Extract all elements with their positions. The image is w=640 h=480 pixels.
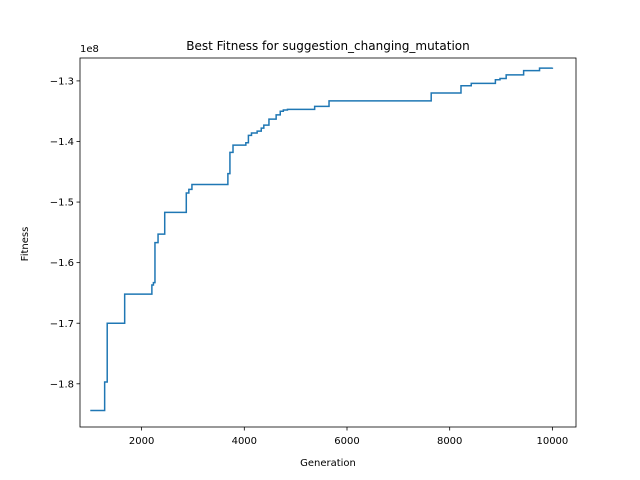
axes-frame	[79, 57, 577, 428]
y-tick-label: −1.4	[50, 137, 74, 148]
fitness-series-line-0	[90, 67, 554, 412]
y-tick-label: −1.5	[50, 198, 74, 209]
chart-title: Best Fitness for suggestion_changing_mut…	[186, 39, 469, 53]
x-tick-label: 2000	[129, 436, 154, 447]
x-axis-ticks: 2000 4000 6000 8000 10000	[129, 427, 568, 447]
y-tick-label: −1.7	[50, 319, 74, 330]
x-tick-label: 4000	[232, 436, 257, 447]
plot-area	[79, 57, 577, 428]
y-axis-label: Fitness	[20, 227, 31, 262]
y-axis-offset-label: 1e8	[80, 44, 99, 55]
x-axis-label: Generation	[300, 458, 356, 469]
y-tick-label: −1.3	[50, 76, 74, 87]
y-axis-ticks: −1.8 −1.7 −1.6 −1.5 −1.4 −1.3	[50, 76, 80, 390]
y-tick-label: −1.8	[50, 379, 74, 390]
x-tick-label: 6000	[334, 436, 359, 447]
y-tick-label: −1.6	[50, 258, 74, 269]
x-tick-label: 8000	[437, 436, 462, 447]
x-tick-label: 10000	[536, 436, 568, 447]
